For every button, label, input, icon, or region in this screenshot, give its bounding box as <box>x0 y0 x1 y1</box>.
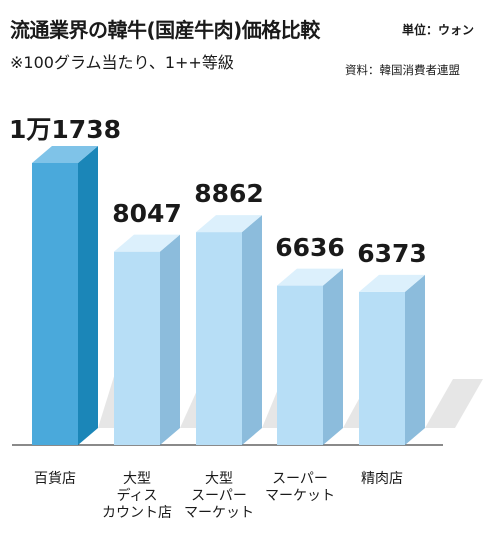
bar-top <box>277 268 343 286</box>
bar-top <box>359 274 425 292</box>
data-label: 8862 <box>194 179 264 209</box>
unit-label: 単位：ウォン <box>402 23 475 37</box>
bar-top <box>196 215 262 233</box>
bar <box>114 251 160 445</box>
bar <box>277 285 323 445</box>
data-label: 6373 <box>357 238 427 268</box>
bar-side <box>160 234 180 445</box>
bar-side <box>323 268 343 445</box>
chart-title: 流通業界の韓牛(国産牛肉)価格比較 <box>10 18 320 42</box>
bar <box>359 291 405 445</box>
bar-top <box>114 234 180 252</box>
bar-side <box>405 274 425 445</box>
data-label: 8047 <box>112 198 182 228</box>
bar-top <box>32 146 98 163</box>
category-label: 精肉店 <box>361 471 403 487</box>
bar-side <box>242 215 262 445</box>
data-label: 1万1738 <box>9 115 121 144</box>
category-label: 大型 スーパー マーケット <box>184 471 254 521</box>
bar <box>32 163 78 445</box>
category-label: スーパー マーケット <box>265 471 335 504</box>
chart-note: ※100グラム当たり、1++等級 <box>10 53 234 72</box>
bar-side <box>78 146 98 445</box>
bar <box>196 232 242 445</box>
data-label: 6636 <box>275 232 345 262</box>
source-label: 資料：韓国消費者連盟 <box>345 63 460 77</box>
category-label: 大型 ディス カウント店 <box>102 471 172 521</box>
bar-shadow <box>425 379 483 428</box>
category-label: 百貨店 <box>34 471 76 487</box>
